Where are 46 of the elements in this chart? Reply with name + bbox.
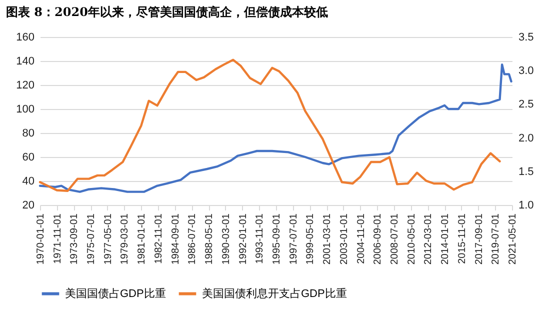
x-tick-label: 1973-09-01 (69, 213, 80, 265)
y2-tick-label: 1.0 (518, 200, 534, 212)
x-tick-label: 2010-05-01 (406, 213, 418, 265)
x-tick-label: 2015-11-01 (456, 213, 468, 264)
x-tick-label: 2006-09-01 (372, 213, 384, 265)
x-tick-label: 1970-01-01 (36, 213, 46, 265)
x-tick-label: 2014-01-01 (440, 213, 452, 265)
y2-tick-label: 2.0 (518, 132, 534, 144)
y-tick-label: 80 (22, 128, 34, 140)
y-tick-label: 40 (22, 176, 34, 188)
x-tick-label: 2003-01-01 (338, 213, 350, 265)
legend-label: 美国国债利息开支占GDP比重 (202, 286, 347, 300)
y2-tick-label: 2.5 (518, 98, 534, 111)
x-tick-label: 2004-11-01 (356, 213, 367, 264)
x-tick-label: 2001-03-01 (322, 213, 334, 265)
x-tick-label: 2021-05-01 (508, 213, 518, 265)
x-tick-label: 1981-01-01 (136, 213, 148, 265)
x-tick-label: 1990-03-01 (220, 213, 232, 265)
x-tick-label: 1993-11-01 (254, 213, 266, 264)
x-tick-label: 1999-05-01 (305, 213, 316, 265)
x-tick-label: 2017-09-01 (474, 213, 485, 265)
y-tick-label: 160 (16, 32, 34, 44)
x-tick-label: 2012-03-01 (423, 213, 434, 265)
x-tick-label: 1995-09-01 (272, 213, 282, 265)
y-tick-label: 60 (22, 152, 34, 164)
y2-tick-label: 3.5 (518, 32, 534, 44)
x-tick-label: 1992-01-01 (238, 213, 249, 265)
legend-label: 美国国债占GDP比重 (65, 286, 166, 300)
x-tick-label: 2019-07-01 (490, 213, 502, 265)
x-tick-label: 1971-11-01 (52, 213, 64, 264)
x-tick-label: 1977-05-01 (102, 213, 114, 265)
x-tick-label: 1975-07-01 (86, 213, 98, 265)
x-tick-label: 1982-11-01 (154, 213, 164, 264)
y2-tick-label: 3.0 (518, 65, 534, 78)
x-tick-label: 1979-03-01 (120, 213, 131, 265)
x-tick-label: 1984-09-01 (170, 213, 182, 265)
x-tick-label: 2008-07-01 (390, 213, 400, 265)
x-tick-label: 1997-07-01 (288, 213, 300, 265)
y-tick-label: 100 (16, 104, 34, 116)
y-tick-label: 120 (16, 80, 34, 92)
y2-tick-label: 1.5 (518, 166, 534, 178)
y-tick-label: 20 (22, 200, 34, 212)
chart-title: 图表 8：2020年以来，尽管美国国债高企，但偿债成本较低 (6, 5, 328, 19)
y-tick-label: 140 (16, 56, 34, 68)
x-tick-label: 1986-07-01 (187, 213, 198, 265)
x-tick-label: 1988-05-01 (204, 213, 216, 265)
